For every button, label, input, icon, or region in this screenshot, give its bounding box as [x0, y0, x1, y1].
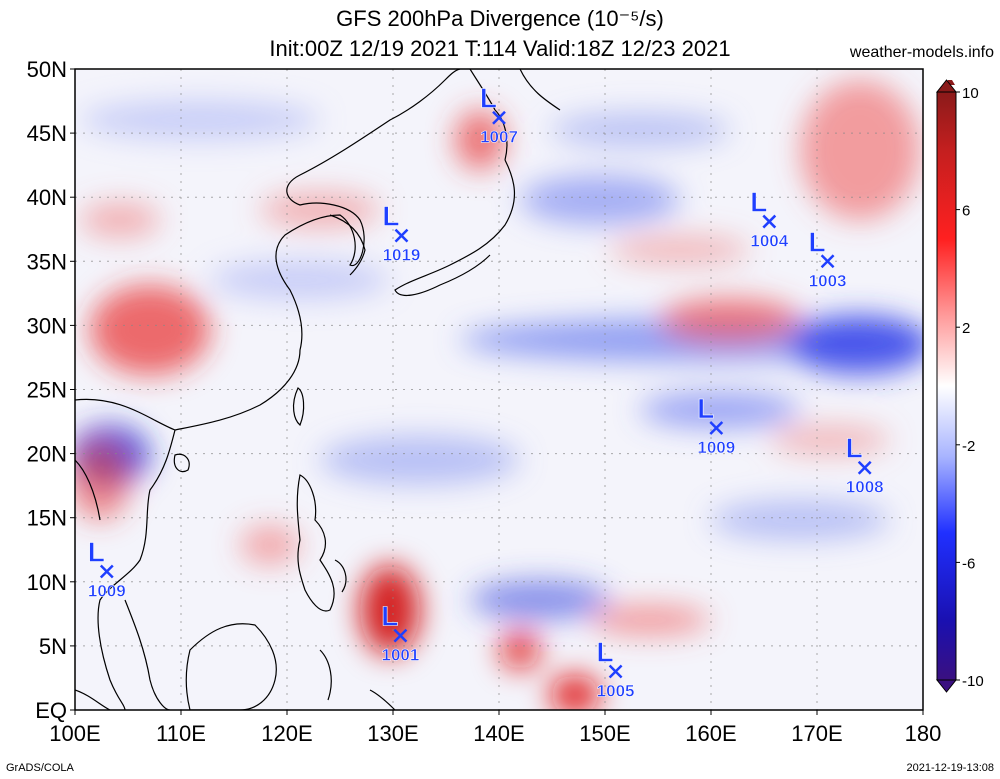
lat-label: EQ — [35, 698, 67, 723]
colorbar-label: 10 — [962, 85, 979, 102]
divergence-field — [75, 69, 923, 710]
lon-label: 180 — [905, 721, 942, 746]
low-marker: L 1008 — [845, 432, 884, 497]
lat-label: 50N — [27, 57, 67, 82]
low-center-x — [709, 421, 724, 435]
low-marker: L 1019 — [382, 200, 421, 265]
low-center-x — [608, 664, 623, 679]
lon-label: 140E — [473, 721, 524, 746]
lon-label: 110E — [156, 721, 206, 746]
graticule — [75, 69, 923, 710]
colorbar-label: 6 — [962, 203, 970, 220]
low-pressure-value: 1005 — [597, 682, 635, 701]
lon-label: 100E — [49, 721, 100, 746]
title-line2: Init:00Z 12/19 2021 T:114 Valid:18Z 12/2… — [269, 36, 731, 61]
low-letter: L — [480, 83, 497, 114]
low-marker: L 1004 — [750, 186, 789, 251]
low-center-x — [492, 110, 506, 125]
lat-label: 35N — [27, 249, 67, 274]
colorbar: 10 6 2 -2 -6 -10 — [935, 79, 984, 693]
low-pressure-value: 1009 — [88, 582, 126, 601]
low-marker: L 1003 — [808, 226, 847, 291]
lon-label: 150E — [579, 721, 630, 746]
coastlines — [75, 69, 561, 710]
lon-label: 130E — [367, 721, 418, 746]
lon-label: 160E — [685, 721, 736, 746]
latitude-labels: 50N 45N 40N 35N 30N 25N 20N 15N 10N 5N EQ — [27, 57, 75, 723]
lat-label: 25N — [27, 378, 67, 403]
map-subtitle: Init:00Z 12/19 2021 T:114 Valid:18Z 12/2… — [0, 36, 1000, 62]
low-marker: L 1001 — [381, 600, 420, 665]
low-center-x — [394, 228, 409, 243]
low-center-x — [762, 214, 777, 229]
colorbar-label: 2 — [962, 320, 970, 337]
low-pressure-value: 1008 — [846, 478, 884, 497]
low-marker: L 1009 — [697, 393, 736, 458]
low-pressure-markers: L 1007 L 1019 L 1004 L 1003 L 1009 L 1008 L 1009 L 1001… — [87, 82, 884, 701]
low-pressure-value: 1007 — [480, 128, 518, 147]
colorbar-label: -10 — [962, 673, 984, 690]
longitude-labels: 100E 110E 120E 130E 140E 150E 160E 170E 180 — [49, 710, 941, 746]
low-center-x — [393, 628, 408, 643]
map-title: GFS 200hPa Divergence (10⁻⁵/s) — [0, 6, 1000, 32]
lat-label: 45N — [27, 121, 67, 146]
low-center-x — [99, 564, 114, 579]
footer-software: GrADS/COLA — [6, 762, 74, 774]
lat-label: 10N — [27, 570, 67, 595]
lat-label: 30N — [27, 313, 67, 338]
lat-label: 20N — [27, 442, 67, 467]
source-label: weather-models.info — [849, 44, 994, 61]
low-letter: L — [382, 201, 399, 232]
lon-label: 170E — [791, 721, 842, 746]
low-letter: L — [808, 226, 825, 257]
lat-label: 5N — [39, 634, 67, 659]
low-pressure-value: 1009 — [697, 438, 735, 457]
low-letter: L — [697, 393, 714, 424]
colorbar-label: -6 — [962, 555, 975, 572]
lat-label: 40N — [27, 185, 67, 210]
low-pressure-value: 1019 — [383, 246, 421, 265]
low-marker: L 1007 — [480, 82, 519, 147]
lat-label: 15N — [27, 506, 67, 531]
title-line1: GFS 200hPa Divergence (10⁻⁵/s) — [336, 6, 664, 31]
low-pressure-value: 1001 — [382, 646, 420, 665]
low-letter: L — [88, 537, 105, 568]
low-letter: L — [596, 637, 613, 668]
footer-timestamp: 2021-12-19-13:08 — [906, 762, 994, 774]
low-pressure-value: 1004 — [750, 232, 788, 251]
low-center-x — [820, 254, 835, 269]
low-pressure-value: 1003 — [809, 271, 847, 290]
low-marker: L 1005 — [596, 636, 635, 701]
low-center-x — [857, 460, 872, 475]
colorbar-label: -2 — [962, 438, 975, 455]
low-marker: L 1009 — [87, 536, 126, 601]
low-letter: L — [846, 433, 863, 464]
low-letter: L — [750, 187, 767, 218]
colorbar-ramp — [936, 91, 957, 681]
low-letter: L — [381, 601, 398, 632]
lon-label: 120E — [261, 721, 312, 746]
